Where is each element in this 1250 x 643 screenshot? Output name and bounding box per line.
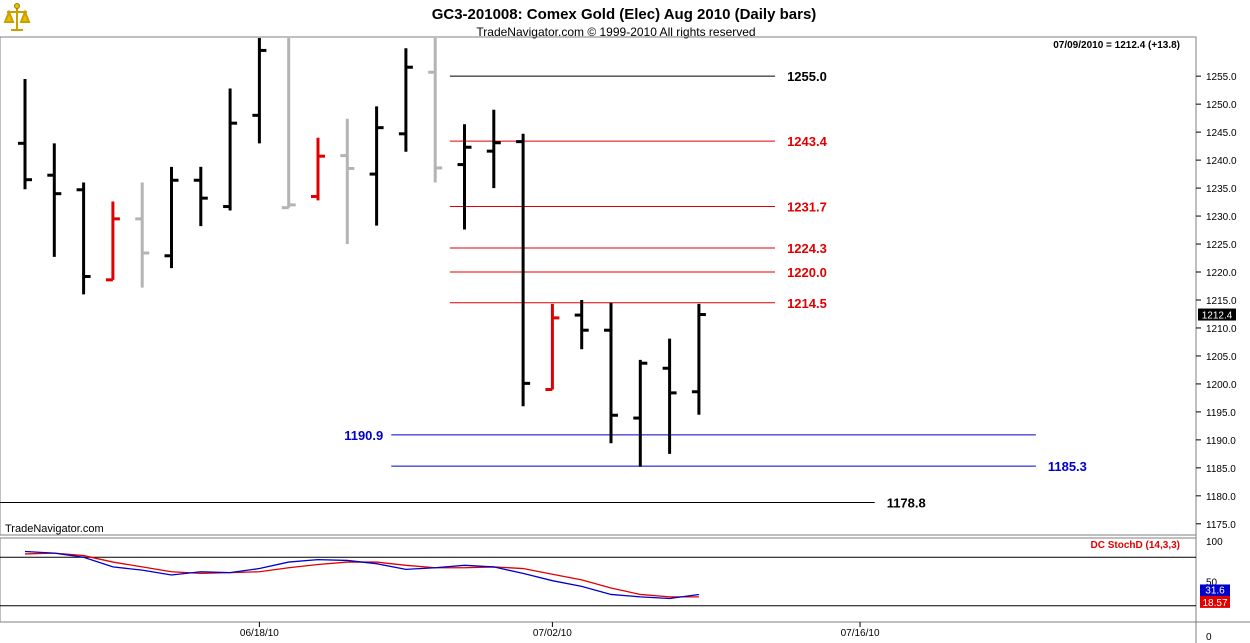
level-label: 1243.4 <box>787 134 828 149</box>
stochastic-k-value-box <box>1200 584 1230 597</box>
stochastic-d-value-box <box>1200 595 1230 608</box>
ohlc-bar <box>691 303 706 415</box>
level-label: 1255.0 <box>787 69 827 84</box>
y-tick-label: 1230.0 <box>1206 212 1237 223</box>
ohlc-bar <box>340 118 355 245</box>
y-tick-label: 1185.0 <box>1206 464 1236 475</box>
last-price-label: 1212.4 <box>1202 311 1233 322</box>
ohlc-bar <box>604 302 618 444</box>
y-tick-label: 1190.0 <box>1206 436 1236 447</box>
ohlc-bar <box>486 109 501 189</box>
x-tick-label: 07/16/10 <box>841 628 880 639</box>
y-tick-label: 1200.0 <box>1206 380 1237 391</box>
ohlc-bar <box>76 182 91 295</box>
ohlc-bar <box>545 303 560 392</box>
level-label: 1178.8 <box>887 496 926 511</box>
stochastic-tick-label: 50 <box>1206 578 1218 589</box>
level-label: 1231.7 <box>787 200 827 215</box>
price-panel <box>0 36 1197 536</box>
ohlc-bar <box>574 299 589 350</box>
x-tick-label: 06/18/10 <box>240 628 279 639</box>
ohlc-bar <box>398 48 413 152</box>
y-tick-label: 1210.0 <box>1206 324 1237 335</box>
last-price-box <box>1198 308 1236 321</box>
ohlc-bar <box>193 166 208 227</box>
price-bars <box>18 38 706 467</box>
stochastic-series-line <box>24 550 699 600</box>
stochastic-k-value: 31.6 <box>1205 585 1225 596</box>
ohlc-bar <box>105 201 120 282</box>
stochastic-d-value: 18.57 <box>1202 598 1227 609</box>
ohlc-bar <box>47 143 62 257</box>
ohlc-bar <box>457 124 472 230</box>
price-levels: 1255.0 1243.4 1231.7 1224.3 1220.0 1214.5 1190… <box>0 69 1087 511</box>
level-label: 1190.9 <box>344 428 383 443</box>
y-tick-label: 1215.0 <box>1206 296 1237 307</box>
ohlc-bar <box>164 166 179 269</box>
tradenavigator-logo-icon <box>3 2 31 36</box>
stochastic-lines <box>0 550 1196 607</box>
y-tick-label: 1250.0 <box>1206 100 1237 111</box>
ohlc-bar <box>428 38 443 183</box>
level-label: 1220.0 <box>787 265 827 280</box>
time-axis: 06/18/10 07/02/10 07/16/10 <box>240 622 880 639</box>
y-tick-label: 1235.0 <box>1206 184 1237 195</box>
ohlc-bar <box>311 137 325 201</box>
stochastic-panel <box>0 537 1197 623</box>
chart-title: GC3-201008: Comex Gold (Elec) Aug 2010 (… <box>432 6 817 23</box>
price-axis: 1175.0 1180.0 1185.0 1190.0 1195.0 1200.0 1205… <box>1196 72 1237 531</box>
y-tick-label: 1225.0 <box>1206 240 1237 251</box>
level-label: 1185.3 <box>1048 459 1087 474</box>
ohlc-bar <box>633 359 648 467</box>
ohlc-bar <box>369 106 384 226</box>
y-tick-label: 1195.0 <box>1206 408 1236 419</box>
ohlc-bar <box>281 38 296 210</box>
stochastic-title: DC StochD (14,3,3) <box>1091 540 1180 551</box>
ohlc-bar <box>516 133 531 407</box>
watermark: TradeNavigator.com <box>5 523 104 535</box>
ohlc-bar <box>223 88 238 211</box>
y-tick-label: 1240.0 <box>1206 156 1237 167</box>
x-tick-label: 07/02/10 <box>533 628 572 639</box>
y-tick-label: 1220.0 <box>1206 268 1237 279</box>
stochastic-tick-label: 100 <box>1206 537 1223 548</box>
copyright-text: TradeNavigator.com © 1999-2010 All right… <box>476 25 755 39</box>
y-tick-label: 1245.0 <box>1206 128 1237 139</box>
ohlc-bar <box>662 338 677 454</box>
stochastic-tick-label: 0 <box>1206 632 1212 643</box>
last-price-marker: 1212.4 <box>1198 308 1236 322</box>
last-price-info: 07/09/2010 = 1212.4 (+13.8) <box>1053 40 1180 51</box>
y-tick-label: 1180.0 <box>1206 492 1236 503</box>
y-tick-label: 1175.0 <box>1206 520 1236 531</box>
y-tick-label: 1205.0 <box>1206 352 1237 363</box>
ohlc-bar <box>135 182 150 288</box>
level-label: 1214.5 <box>787 296 827 311</box>
ohlc-bar <box>18 78 32 190</box>
level-label: 1224.3 <box>787 241 827 256</box>
y-tick-label: 1255.0 <box>1206 72 1237 83</box>
ohlc-bar <box>252 38 267 144</box>
